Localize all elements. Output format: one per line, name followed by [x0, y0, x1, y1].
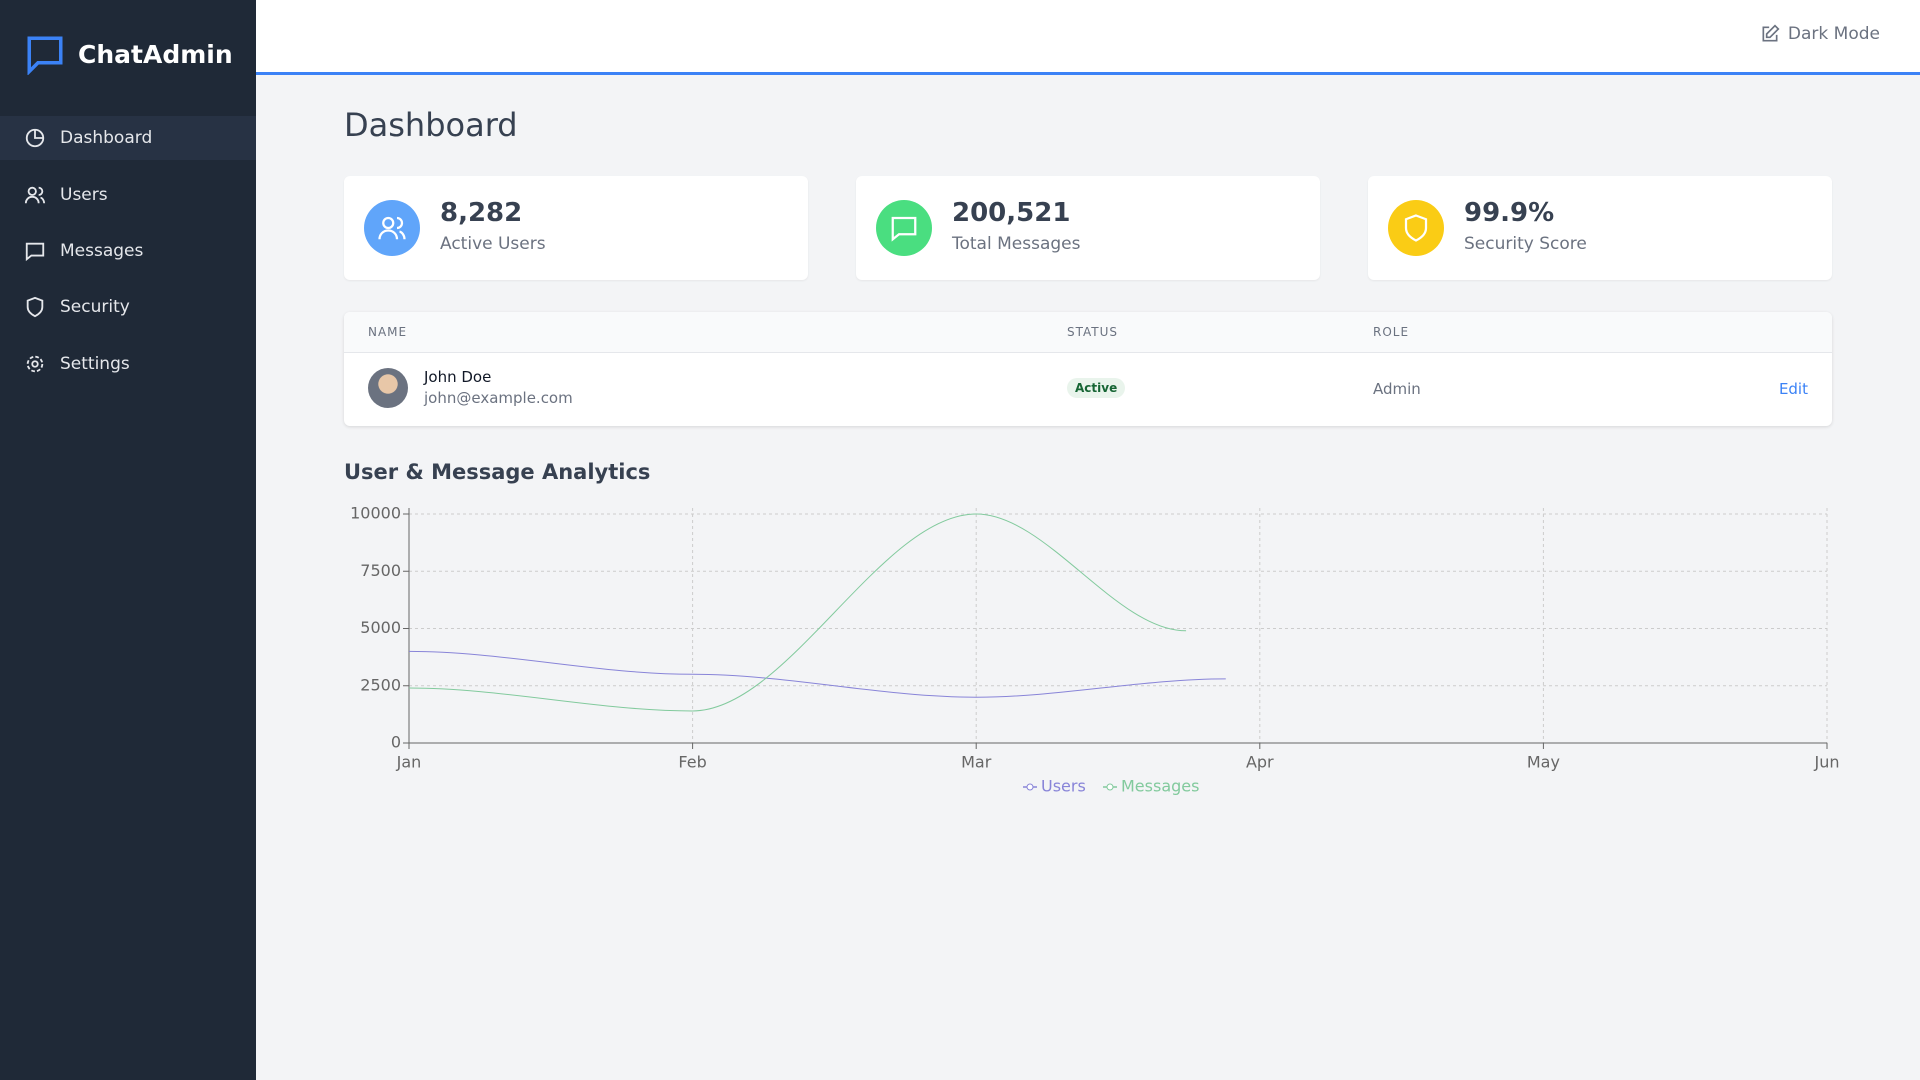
user-role: Admin	[1373, 380, 1421, 398]
nav-label: Security	[60, 297, 130, 317]
users-table: NAME STATUS ROLE John Doe john@example.c…	[344, 312, 1832, 426]
nav-item[interactable]: Dashboard	[0, 116, 256, 160]
sidebar: ChatAdmin Dashboard Users Messages Secur…	[0, 0, 256, 1080]
y-tick-label: 2500	[360, 675, 401, 694]
nav-item[interactable]: Users	[0, 173, 256, 217]
x-tick-label: Jun	[1814, 753, 1840, 772]
dark-mode-toggle[interactable]: Dark Mode	[1760, 24, 1880, 44]
stat-label: Active Users	[440, 234, 546, 254]
brand-icon	[27, 36, 63, 75]
legend-label: Messages	[1121, 777, 1199, 796]
nav-label: Users	[60, 185, 108, 205]
x-tick-label: May	[1527, 753, 1560, 772]
user-email: john@example.com	[424, 389, 573, 407]
series-line	[408, 513, 1187, 712]
user-name: John Doe	[424, 368, 492, 386]
nav-item[interactable]: Security	[0, 285, 256, 329]
stat-label: Total Messages	[952, 234, 1081, 254]
nav-icon	[26, 355, 44, 373]
brand[interactable]: ChatAdmin	[24, 33, 233, 75]
stat-card: 8,282 Active Users	[344, 176, 808, 280]
stat-icon	[364, 200, 420, 256]
y-tick-label: 0	[391, 733, 401, 752]
stat-icon	[876, 200, 932, 256]
edit-link[interactable]: Edit	[1778, 380, 1808, 398]
page-title: Dashboard	[344, 106, 518, 144]
y-tick-label: 5000	[360, 618, 401, 637]
legend-swatch	[1106, 783, 1114, 791]
x-tick-label: Feb	[678, 753, 706, 772]
chart-title: User & Message Analytics	[344, 460, 651, 484]
chart: 0 2500 5000 7500 10000 Jan Feb Mar Apr May Jun User…	[350, 504, 1840, 796]
nav-icon	[24, 186, 46, 204]
stat-card: 200,521 Total Messages	[856, 176, 1320, 280]
nav-icon	[25, 128, 45, 148]
brand-name: ChatAdmin	[78, 39, 233, 69]
legend-swatch	[1026, 783, 1034, 791]
dark-mode-label: Dark Mode	[1787, 24, 1880, 44]
x-tick-label: Mar	[961, 753, 992, 772]
nav-icon	[25, 242, 45, 262]
edit-icon	[1762, 24, 1780, 42]
column-header: ROLE	[1373, 325, 1410, 339]
legend-label: Users	[1041, 777, 1086, 796]
column-header: NAME	[368, 325, 408, 339]
stat-value: 8,282	[440, 198, 523, 228]
column-header: STATUS	[1067, 325, 1119, 339]
nav-item[interactable]: Messages	[0, 229, 256, 273]
stat-card: 99.9% Security Score	[1368, 176, 1832, 280]
nav-label: Dashboard	[60, 128, 153, 148]
status-badge: Active	[1067, 378, 1126, 398]
table-header	[344, 312, 1832, 353]
top-bar: Dark Mode	[256, 0, 1920, 75]
avatar	[368, 368, 408, 408]
nav-item[interactable]: Settings	[0, 342, 256, 386]
x-tick-label: Apr	[1246, 753, 1274, 772]
y-tick-label: 7500	[360, 561, 401, 580]
nav-label: Settings	[60, 354, 130, 374]
series-line	[408, 650, 1226, 698]
nav-icon	[26, 296, 44, 318]
x-tick-label: Jan	[396, 753, 422, 772]
nav-label: Messages	[60, 241, 144, 261]
y-tick-label: 10000	[350, 504, 401, 523]
stat-icon	[1388, 200, 1444, 256]
stat-value: 99.9%	[1464, 198, 1555, 228]
stat-label: Security Score	[1464, 234, 1587, 254]
stat-value: 200,521	[952, 198, 1071, 228]
